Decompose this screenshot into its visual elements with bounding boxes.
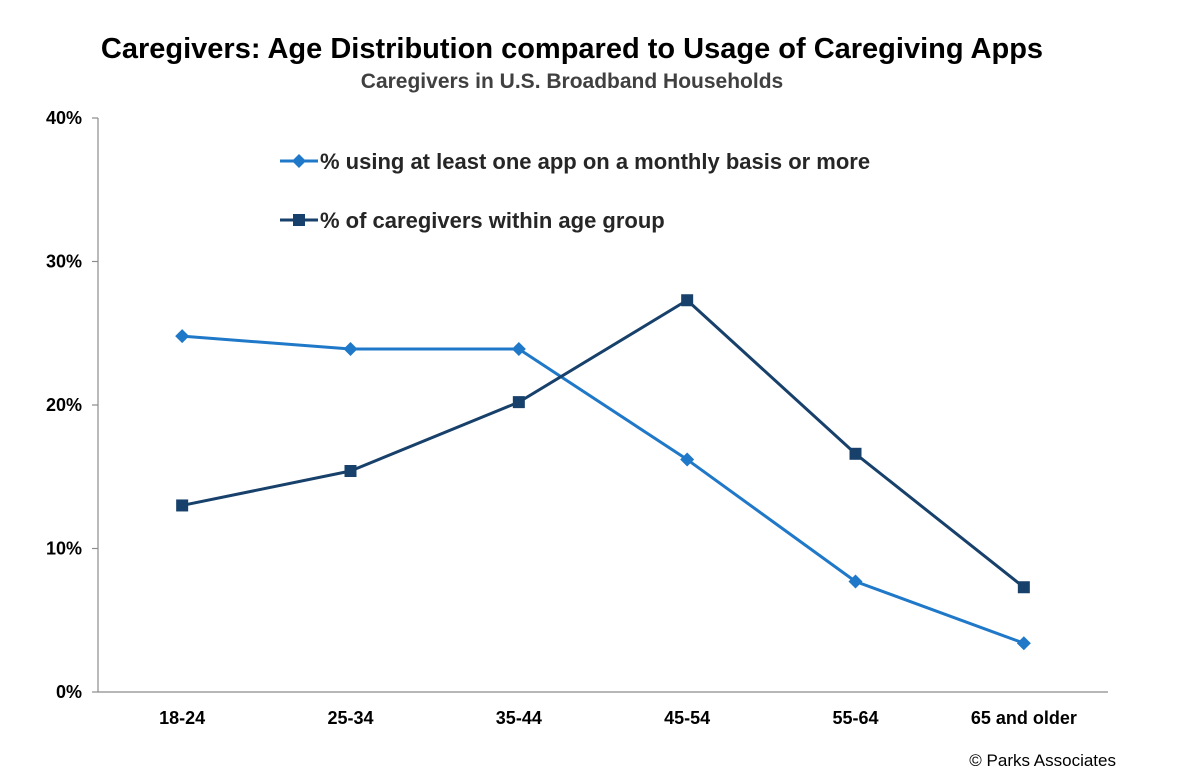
series-1 — [175, 329, 1031, 651]
legend-label: % of caregivers within age group — [320, 208, 665, 233]
square-marker — [512, 396, 525, 409]
series-layer — [175, 294, 1031, 651]
legend-square-marker — [293, 214, 305, 226]
legend-diamond-marker — [292, 154, 306, 168]
diamond-marker — [680, 452, 695, 467]
square-marker — [681, 294, 694, 307]
x-tick-label: 25-34 — [327, 708, 373, 728]
x-tick-label: 65 and older — [971, 708, 1077, 728]
legend: % using at least one app on a monthly ba… — [280, 149, 870, 233]
series-2 — [176, 294, 1030, 594]
y-tick-label: 10% — [46, 539, 82, 559]
x-axis-ticks: 18-24 25-34 35-44 45-54 55-64 65 and older — [159, 708, 1077, 728]
diamond-marker — [511, 342, 526, 357]
y-axis-ticks: 0% 10% 20% 30% 40% — [46, 108, 98, 702]
y-tick-label: 30% — [46, 252, 82, 272]
series-line — [182, 334, 1025, 645]
y-tick-label: 20% — [46, 395, 82, 415]
diamond-marker — [175, 329, 190, 344]
chart-subtitle: Caregivers in U.S. Broadband Households — [361, 70, 783, 93]
y-tick-label: 0% — [56, 682, 82, 702]
x-tick-label: 35-44 — [496, 708, 542, 728]
square-marker — [344, 465, 357, 478]
legend-label: % using at least one app on a monthly ba… — [320, 149, 870, 174]
series-line — [181, 298, 1025, 589]
x-tick-label: 55-64 — [832, 708, 878, 728]
legend-item-2: % of caregivers within age group — [280, 208, 665, 233]
y-tick-label: 40% — [46, 108, 82, 128]
chart-title: Caregivers: Age Distribution compared to… — [101, 33, 1043, 65]
square-marker — [176, 499, 189, 512]
diamond-marker — [343, 342, 358, 357]
credit-text: © Parks Associates — [969, 751, 1116, 770]
diamond-marker — [848, 574, 863, 589]
legend-item-1: % using at least one app on a monthly ba… — [280, 149, 870, 174]
x-tick-label: 18-24 — [159, 708, 205, 728]
square-marker — [1017, 581, 1030, 594]
square-marker — [849, 447, 862, 460]
x-tick-label: 45-54 — [664, 708, 710, 728]
diamond-marker — [1016, 636, 1031, 651]
